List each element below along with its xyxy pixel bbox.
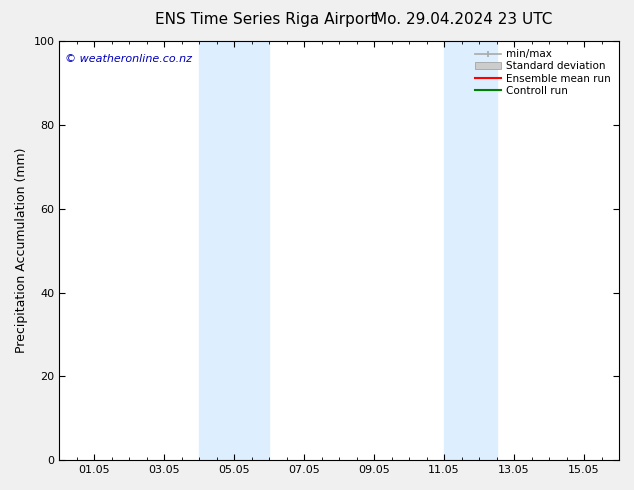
Text: Mo. 29.04.2024 23 UTC: Mo. 29.04.2024 23 UTC	[373, 12, 552, 27]
Bar	[199, 41, 269, 460]
Y-axis label: Precipitation Accumulation (mm): Precipitation Accumulation (mm)	[15, 148, 28, 353]
Legend: min/max, Standard deviation, Ensemble mean run, Controll run: min/max, Standard deviation, Ensemble me…	[472, 46, 614, 99]
Text: ENS Time Series Riga Airport: ENS Time Series Riga Airport	[155, 12, 377, 27]
Bar	[444, 41, 496, 460]
Text: © weatheronline.co.nz: © weatheronline.co.nz	[65, 53, 192, 64]
